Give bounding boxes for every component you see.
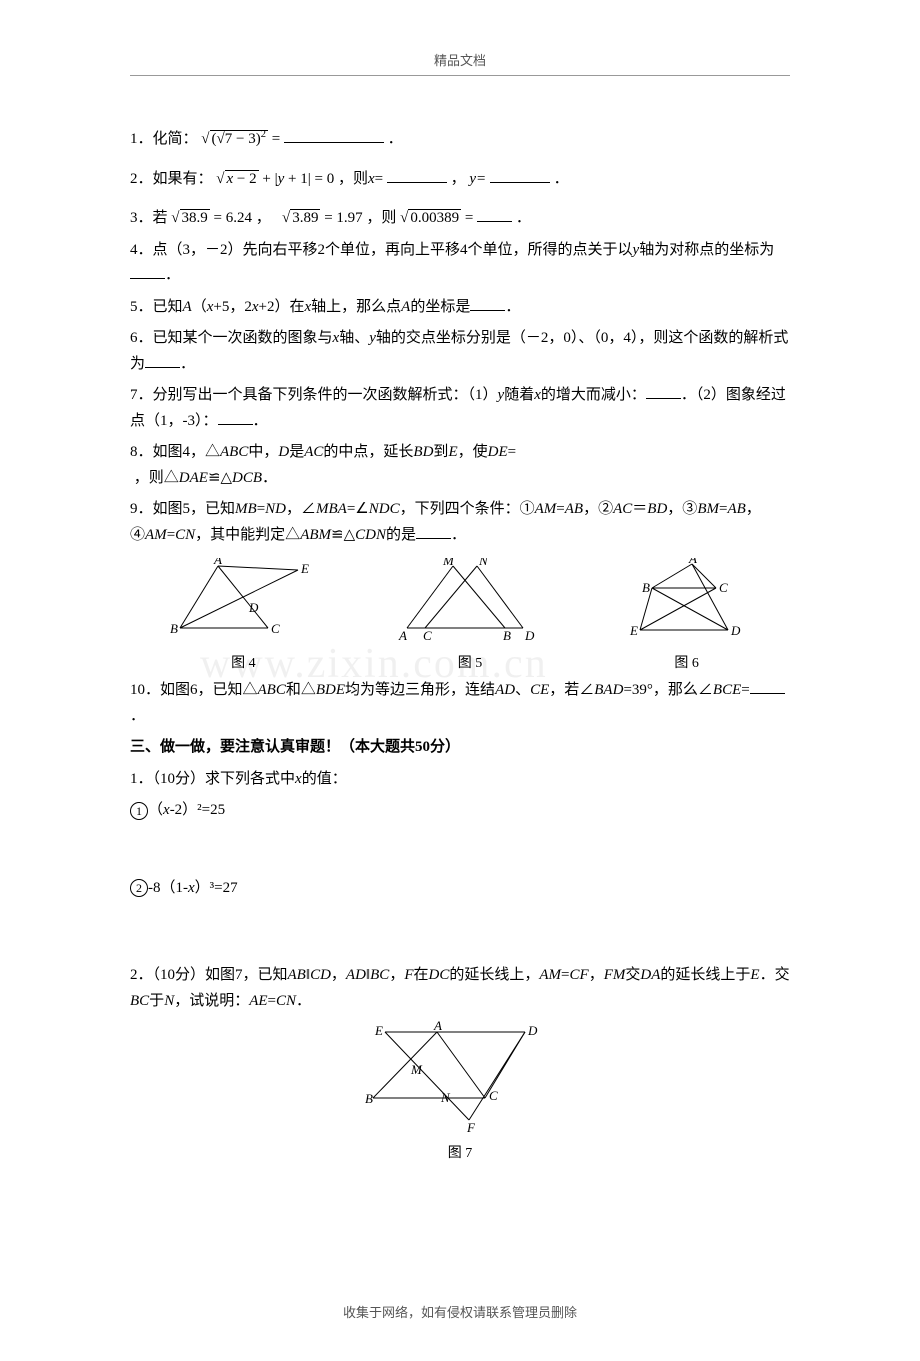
svg-text:F: F [466, 1120, 476, 1135]
section-3-title: 三、做一做，要注意认真审题！（本大题共50分） [130, 735, 790, 761]
svg-text:D: D [730, 623, 741, 638]
q1-blank [284, 128, 384, 143]
fig5-caption: 图 5 [395, 652, 545, 672]
svg-text:A: A [433, 1020, 442, 1033]
q3-math: √38.9 = 6.24 ， √3.89 = 1.97 ，则 √0.00389 … [171, 209, 477, 226]
q2-math: √x − 2 + |y + 1| = 0 [216, 170, 334, 187]
s3-q1a: 1（x-2）²=25 [130, 798, 790, 824]
svg-text:D: D [248, 600, 259, 615]
q1-end: ． [388, 131, 403, 147]
q2-prefix: 2．如果有： [130, 171, 213, 187]
header-rule [130, 75, 790, 76]
circled-1: 1 [130, 802, 148, 820]
svg-text:C: C [719, 580, 728, 595]
svg-text:M: M [410, 1062, 423, 1077]
question-6: 6．已知某个一次函数的图象与x轴、y轴的交点坐标分别是（－2，0）、（0，4），… [130, 326, 790, 377]
question-3: 3．若 √38.9 = 6.24 ， √3.89 = 1.97 ，则 √0.00… [130, 206, 790, 232]
q2-blank-y [490, 168, 550, 183]
question-9: 9．如图5，已知MB=ND，∠MBA=∠NDC，下列四个条件：①AM=AB，②A… [130, 497, 790, 548]
svg-text:E: E [629, 623, 638, 638]
svg-text:B: B [503, 628, 511, 643]
svg-text:E: E [300, 561, 309, 576]
circled-2: 2 [130, 879, 148, 897]
q3-prefix: 3．若 [130, 210, 168, 226]
q2-comma: ， [451, 171, 466, 187]
q2-end: ． [554, 171, 569, 187]
page-header: 精品文档 [130, 50, 790, 69]
q1-math: √(√7 − 3)2 [201, 130, 268, 147]
question-1: 1．化简： √(√7 − 3)2 = ． [130, 126, 790, 153]
fig4-caption: 图 4 [168, 652, 318, 672]
svg-text:C: C [423, 628, 432, 643]
svg-text:C: C [489, 1088, 498, 1103]
q1-eq: = [272, 131, 284, 147]
q2-then: ，则x= [338, 171, 383, 187]
fig6-caption: 图 6 [622, 652, 752, 672]
svg-text:M: M [442, 558, 455, 568]
question-8: 8．如图4，△ABC中，D是AC的中点，延长BD到E，使DE= ，则△DAE≌△… [130, 440, 790, 491]
q3-end: ． [516, 210, 531, 226]
svg-text:E: E [374, 1023, 383, 1038]
q1-prefix: 1．化简： [130, 131, 198, 147]
figure-5: A C BD M N 图 5 [395, 558, 545, 672]
figure-4: A E B CD 图 4 [168, 558, 318, 672]
s3-q1b: 2-8（1-x）³=27 [130, 876, 790, 902]
svg-text:B: B [642, 580, 650, 595]
svg-text:A: A [398, 628, 407, 643]
figure-row: AEBCD 图 4 ACBDMN 图 5 ABCED 图 6 [130, 558, 790, 672]
q2-blank-x [387, 168, 447, 183]
page-footer: 收集于网络，如有侵权请联系管理员删除 [130, 1302, 790, 1321]
svg-text:B: B [365, 1091, 373, 1106]
svg-text:C: C [271, 621, 280, 636]
svg-text:A: A [688, 558, 697, 566]
q3-blank [477, 207, 512, 222]
question-7: 7．分别写出一个具备下列条件的一次函数解析式：（1）y随着x的增大而减小：．（2… [130, 383, 790, 434]
question-5: 5．已知A（x+5，2x+2）在x轴上，那么点A的坐标是． [130, 295, 790, 321]
fig7-caption: 图 7 [130, 1142, 790, 1162]
svg-text:A: A [213, 558, 222, 567]
figure-7: E A D B C F M N 图 7 [130, 1020, 790, 1162]
svg-text:D: D [524, 628, 535, 643]
s3-q1: 1．（10分）求下列各式中x的值： [130, 767, 790, 793]
question-2: 2．如果有： √x − 2 + |y + 1| = 0 ，则x= ， y= ． [130, 167, 790, 193]
question-10: 10．如图6，已知△ABC和△BDE均为等边三角形，连结AD、CE，若∠BAD=… [130, 678, 790, 729]
svg-text:B: B [170, 621, 178, 636]
svg-text:N: N [440, 1090, 451, 1105]
svg-text:D: D [527, 1023, 538, 1038]
q2-y: y= [469, 171, 486, 187]
figure-6: A B C E D 图 6 [622, 558, 752, 672]
s3-q2: 2．（10分）如图7，已知AB‖CD，AD‖BC，F在DC的延长线上，AM=CF… [130, 963, 790, 1014]
question-4: 4．点（3，－2）先向右平移2个单位，再向上平移4个单位，所得的点关于以y轴为对… [130, 238, 790, 289]
svg-text:N: N [478, 558, 489, 568]
